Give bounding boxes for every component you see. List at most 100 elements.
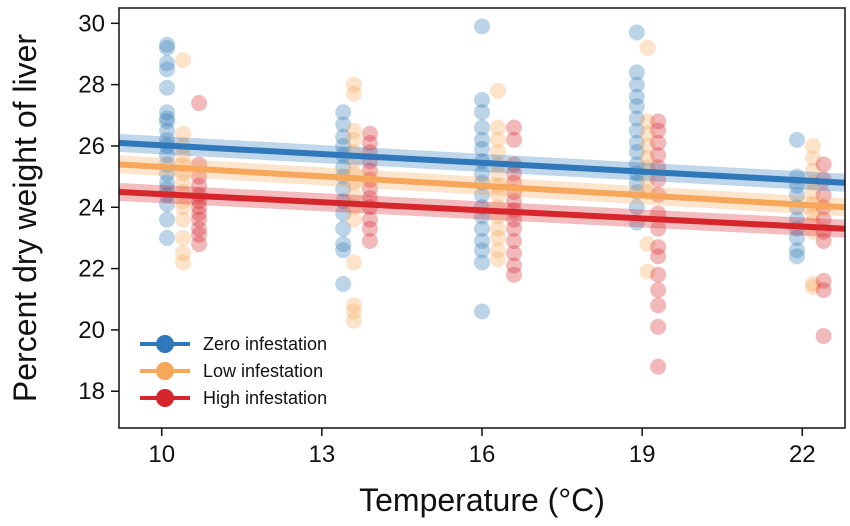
y-axis: 18 20 22 24 26 28 30 — [78, 10, 119, 405]
legend-marker — [156, 335, 174, 353]
data-point — [506, 193, 523, 210]
data-point — [628, 134, 645, 151]
data-point — [159, 79, 176, 96]
data-point — [650, 220, 667, 237]
data-point — [159, 36, 176, 53]
legend: Zero infestation Low infestation High infe… — [140, 334, 327, 408]
data-point — [191, 168, 208, 185]
data-point — [490, 220, 507, 237]
y-tick-label: 30 — [78, 10, 105, 37]
data-point — [506, 266, 523, 283]
trend-line — [118, 139, 846, 186]
data-point — [345, 312, 362, 329]
points-layer — [159, 18, 832, 375]
data-point — [159, 61, 176, 78]
data-point — [628, 98, 645, 115]
data-point — [490, 165, 507, 182]
data-point — [345, 187, 362, 204]
data-point — [639, 263, 656, 280]
data-point — [191, 211, 208, 228]
data-point — [804, 162, 821, 179]
y-tick-label: 28 — [78, 72, 105, 99]
y-tick-label: 24 — [78, 194, 105, 221]
x-tick-label: 16 — [469, 441, 496, 468]
data-point — [639, 236, 656, 253]
data-point — [815, 272, 832, 289]
data-point — [815, 187, 832, 204]
data-point — [628, 76, 645, 93]
data-point — [474, 303, 490, 320]
data-point — [335, 236, 352, 253]
data-point — [345, 303, 362, 320]
data-point — [191, 177, 208, 194]
data-point — [490, 119, 507, 136]
data-point — [474, 91, 490, 108]
data-point — [788, 229, 805, 246]
data-point — [506, 131, 523, 148]
data-point — [474, 119, 490, 136]
data-point — [639, 150, 656, 167]
data-point — [788, 248, 805, 265]
legend-label: Low infestation — [203, 361, 323, 381]
data-point — [474, 18, 490, 35]
data-point — [361, 134, 378, 151]
data-point — [335, 104, 352, 121]
data-point — [335, 116, 352, 133]
data-point — [490, 187, 507, 204]
data-point — [474, 220, 490, 237]
trend-line — [118, 161, 846, 211]
data-point — [335, 159, 352, 176]
data-point — [815, 282, 832, 299]
y-axis-title: Percent dry weight of liver — [7, 34, 43, 403]
data-point — [628, 110, 645, 127]
data-point — [474, 232, 490, 249]
data-point — [159, 211, 176, 228]
y-tick-label: 20 — [78, 317, 105, 344]
x-tick-label: 19 — [629, 441, 656, 468]
legend-label: Zero infestation — [203, 334, 327, 354]
data-point — [159, 55, 176, 72]
data-point — [506, 119, 523, 136]
data-point — [639, 125, 656, 142]
data-point — [506, 220, 523, 237]
data-point — [345, 211, 362, 228]
data-point — [191, 199, 208, 216]
data-point — [650, 134, 667, 151]
y-tick-label: 22 — [78, 256, 105, 283]
data-point — [159, 229, 176, 246]
data-point — [474, 104, 490, 121]
data-point — [650, 297, 667, 314]
data-point — [474, 254, 490, 271]
data-point — [361, 125, 378, 142]
data-point — [650, 147, 667, 164]
data-point — [639, 137, 656, 154]
data-point — [650, 113, 667, 130]
data-point — [788, 131, 805, 148]
data-point — [335, 242, 352, 259]
data-point — [191, 226, 208, 243]
data-point — [335, 205, 352, 222]
data-point — [628, 24, 645, 41]
data-point — [490, 131, 507, 148]
data-point — [175, 174, 192, 191]
data-point — [159, 196, 176, 213]
data-point — [804, 150, 821, 167]
data-point — [361, 180, 378, 197]
data-point — [361, 211, 378, 228]
data-point — [815, 211, 832, 228]
data-point — [788, 242, 805, 259]
data-point — [335, 128, 352, 145]
x-tick-label: 22 — [789, 441, 816, 468]
data-point — [175, 254, 192, 271]
data-point — [650, 266, 667, 283]
data-point — [628, 88, 645, 105]
data-point — [506, 257, 523, 274]
data-point — [345, 122, 362, 139]
data-point — [474, 141, 490, 158]
x-axis-title: Temperature (°C) — [359, 482, 605, 518]
trend-line — [118, 188, 846, 232]
data-point — [175, 245, 192, 262]
data-point — [506, 211, 523, 228]
data-point — [650, 122, 667, 139]
